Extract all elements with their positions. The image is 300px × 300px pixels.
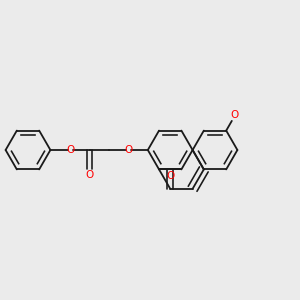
Text: O: O	[124, 145, 133, 155]
Text: O: O	[66, 145, 74, 155]
Text: O: O	[85, 170, 94, 180]
Text: O: O	[231, 110, 239, 121]
Text: O: O	[167, 171, 175, 181]
